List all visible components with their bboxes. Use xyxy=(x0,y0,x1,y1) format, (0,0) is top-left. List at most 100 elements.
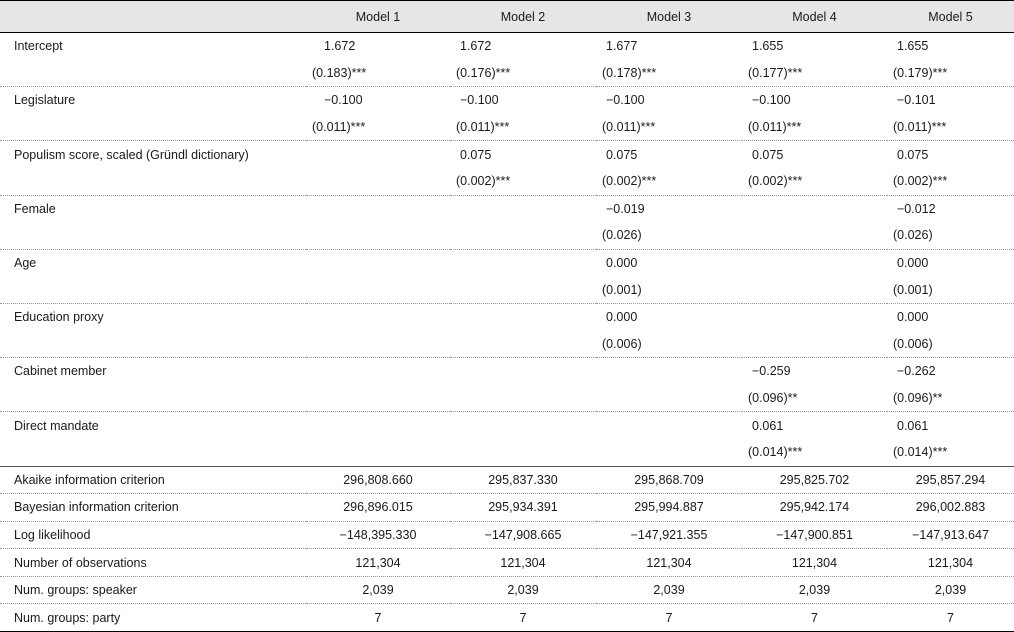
coefficient-estimate: −0.101 xyxy=(897,93,936,108)
coefficient-estimate xyxy=(306,358,450,385)
statistic-value: 121,304 xyxy=(306,548,450,577)
standard-error: (0.096)** xyxy=(887,384,1014,413)
standard-error: (0.176)*** xyxy=(450,59,596,88)
coefficient-label: Intercept xyxy=(14,39,63,54)
coefficient-estimate: 0.075 xyxy=(752,147,784,162)
standard-error-row: (0.096)** (0.096)** xyxy=(0,384,1014,413)
coefficient-estimate: −0.259 xyxy=(752,364,791,379)
standard-error: (0.011)*** xyxy=(742,113,887,142)
header-model-5: Model 5 xyxy=(887,0,1014,33)
standard-error xyxy=(450,330,596,359)
coefficient-estimate: 0.061 xyxy=(897,418,929,433)
standard-error-label-spacer xyxy=(0,167,306,196)
standard-error: (0.183)*** xyxy=(306,59,450,88)
standard-error-label-spacer xyxy=(0,330,306,359)
coefficient-estimate xyxy=(306,412,450,439)
statistic-value: 295,934.391 xyxy=(450,493,596,522)
standard-error: (0.026) xyxy=(887,222,1014,250)
standard-error-row: (0.014)*** (0.014)*** xyxy=(0,438,1014,467)
coefficient-label: Direct mandate xyxy=(14,418,99,433)
standard-error: (0.002)*** xyxy=(887,167,1014,196)
statistic-label: Num. groups: party xyxy=(0,603,306,632)
statistic-value: 7 xyxy=(596,603,742,632)
statistic-value: 121,304 xyxy=(450,548,596,577)
coefficient-estimate xyxy=(306,195,450,222)
statistic-value: 2,039 xyxy=(450,576,596,605)
coefficient-row: Populism score, scaled (Gründl dictionar… xyxy=(0,141,1014,168)
statistic-value: 2,039 xyxy=(596,576,742,605)
statistic-value: 295,857.294 xyxy=(887,465,1014,495)
header-model-3: Model 3 xyxy=(596,0,742,33)
coefficient-estimate xyxy=(450,249,596,276)
statistic-value: 7 xyxy=(450,603,596,632)
coefficient-label: Female xyxy=(14,201,56,216)
coefficient-label: Legislature xyxy=(14,93,76,108)
coefficient-estimate xyxy=(596,358,742,385)
coefficient-estimate: −0.100 xyxy=(460,93,499,108)
standard-error: (0.011)*** xyxy=(306,113,450,142)
coefficient-row: Cabinet member −0.259 −0.262 xyxy=(0,358,1014,385)
standard-error-label-spacer xyxy=(0,113,306,142)
standard-error: (0.006) xyxy=(596,330,742,359)
standard-error: (0.178)*** xyxy=(596,59,742,88)
statistic-label: Bayesian information criterion xyxy=(0,493,306,522)
coefficient-estimate: 0.075 xyxy=(606,147,638,162)
standard-error xyxy=(306,330,450,359)
standard-error xyxy=(306,438,450,467)
standard-error xyxy=(306,222,450,250)
statistic-value: 121,304 xyxy=(887,548,1014,577)
coefficient-estimate: 1.677 xyxy=(606,39,638,54)
header-model-2: Model 2 xyxy=(450,0,596,33)
standard-error: (0.006) xyxy=(887,330,1014,359)
coefficient-estimate: −0.262 xyxy=(897,364,936,379)
coefficient-label: Populism score, scaled (Gründl dictionar… xyxy=(14,147,249,162)
coefficient-row: Direct mandate 0.061 0.061 xyxy=(0,412,1014,439)
statistic-value: 295,942.174 xyxy=(742,493,887,522)
header-corner xyxy=(0,0,306,33)
statistic-value: −147,921.355 xyxy=(596,521,742,550)
standard-error xyxy=(306,384,450,413)
statistic-label: Num. groups: speaker xyxy=(0,576,306,605)
standard-error: (0.011)*** xyxy=(450,113,596,142)
standard-error xyxy=(450,384,596,413)
standard-error: (0.001) xyxy=(596,276,742,304)
coefficient-estimate xyxy=(306,141,450,168)
coefficient-estimate xyxy=(450,303,596,330)
statistic-value: 295,868.709 xyxy=(596,465,742,495)
statistic-value: 7 xyxy=(742,603,887,632)
statistic-label: Number of observations xyxy=(0,548,306,577)
standard-error-label-spacer xyxy=(0,384,306,413)
standard-error: (0.011)*** xyxy=(596,113,742,142)
coefficient-estimate: 0.000 xyxy=(897,256,929,271)
coefficient-estimate xyxy=(450,358,596,385)
standard-error: (0.177)*** xyxy=(742,59,887,88)
header-row: Model 1 Model 2 Model 3 Model 4 Model 5 xyxy=(0,0,1014,33)
coefficient-estimate: −0.100 xyxy=(324,93,363,108)
standard-error xyxy=(450,276,596,304)
coefficient-estimate xyxy=(742,195,887,222)
coefficient-estimate: 0.000 xyxy=(897,310,929,325)
statistic-value: 295,994.887 xyxy=(596,493,742,522)
coefficient-estimate xyxy=(596,412,742,439)
statistic-value: −147,913.647 xyxy=(887,521,1014,550)
standard-error xyxy=(306,167,450,196)
coefficient-label: Age xyxy=(14,256,37,271)
standard-error-label-spacer xyxy=(0,438,306,467)
coefficient-row: Intercept 1.672 1.672 1.677 1.655 1.655 xyxy=(0,33,1014,60)
statistic-value: 295,825.702 xyxy=(742,465,887,495)
statistic-row: Log likelihood −148,395.330 −147,908.665 −1… xyxy=(0,521,1014,550)
statistic-value: −148,395.330 xyxy=(306,521,450,550)
statistic-value: −147,900.851 xyxy=(742,521,887,550)
standard-error-label-spacer xyxy=(0,276,306,304)
standard-error xyxy=(596,384,742,413)
coefficient-row: Education proxy 0.000 0.000 xyxy=(0,303,1014,330)
coefficient-row: Female −0.019 −0.012 xyxy=(0,195,1014,222)
statistic-value: 121,304 xyxy=(596,548,742,577)
statistic-value: 7 xyxy=(306,603,450,632)
standard-error xyxy=(450,222,596,250)
header-model-1: Model 1 xyxy=(306,0,450,33)
statistic-value: −147,908.665 xyxy=(450,521,596,550)
statistic-row: Bayesian information criterion 296,896.01… xyxy=(0,493,1014,522)
statistic-label: Akaike information criterion xyxy=(0,465,306,495)
statistic-value: 2,039 xyxy=(742,576,887,605)
